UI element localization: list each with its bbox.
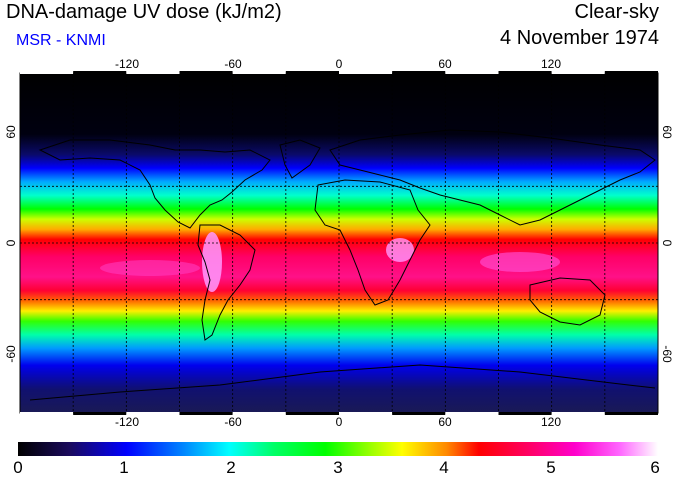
frame-segment-bottom — [232, 412, 286, 415]
frame-segment-bottom — [126, 412, 180, 415]
lon-tick-top-5: 120 — [541, 57, 561, 71]
colorbar — [18, 442, 658, 456]
colorbar-label-3: 3 — [333, 458, 343, 477]
north-america-coast — [38, 139, 271, 229]
frame-segment-bottom — [392, 412, 446, 415]
lon-tick-bottom-3: 0 — [336, 415, 343, 429]
frame-segment-bottom — [285, 412, 339, 415]
lon-tick-bottom-4: 60 — [438, 415, 452, 429]
antarctica-coast — [29, 364, 656, 401]
frame-segment-top — [232, 71, 286, 74]
colorbar-label-1: 1 — [119, 458, 129, 477]
colorbar-label-0: 0 — [13, 458, 23, 477]
australia-coast — [529, 277, 606, 326]
frame-segment-top — [20, 71, 74, 74]
sky-condition-label: Clear-sky — [574, 1, 659, 23]
frame-segment-top — [126, 71, 180, 74]
south-america-coast — [197, 224, 256, 341]
frame-segment-top — [73, 71, 127, 74]
frame-segments — [20, 71, 658, 415]
lon-tick-bottom-2: -60 — [224, 415, 242, 429]
date-label: 4 November 1974 — [500, 27, 659, 49]
map-title: DNA-damage UV dose (kJ/m2) — [6, 1, 282, 23]
frame-segment-bottom — [551, 412, 605, 415]
colorbar-label-4: 4 — [439, 458, 449, 477]
frame-segment-top — [445, 71, 499, 74]
eurasia-coast — [329, 129, 656, 226]
frame-segment-top — [498, 71, 552, 74]
colorbar-label-2: 2 — [226, 458, 236, 477]
lon-tick-top-3: 0 — [336, 57, 343, 71]
uv-hotspots — [100, 232, 560, 292]
lon-tick-bottom-5: 120 — [541, 415, 561, 429]
data-source-label: MSR - KNMI — [16, 32, 106, 49]
colorbar-label-6: 6 — [650, 458, 660, 477]
frame-segment-top — [392, 71, 446, 74]
greenland-coast — [279, 139, 321, 179]
lon-tick-bottom-1: -120 — [115, 415, 139, 429]
frame-segment-bottom — [445, 412, 499, 415]
coastlines — [29, 129, 656, 401]
frame-segment-bottom — [73, 412, 127, 415]
colorbar-label-5: 5 — [546, 458, 556, 477]
frame-segment-bottom — [604, 412, 658, 415]
frame-segment-top — [551, 71, 605, 74]
lat-tick-left-1: 60 — [4, 125, 18, 139]
frame-segment-top — [285, 71, 339, 74]
lon-tick-top-2: -60 — [224, 57, 242, 71]
lon-tick-top-4: 60 — [438, 57, 452, 71]
lat-tick-right-2: 0 — [660, 240, 674, 247]
frame-segment-bottom — [339, 412, 393, 415]
graticule — [20, 73, 658, 413]
lat-tick-left-2: 0 — [4, 239, 18, 246]
lat-tick-left-3: -60 — [4, 345, 18, 363]
frame-segment-top — [179, 71, 233, 74]
lon-tick-top-1: -120 — [115, 57, 139, 71]
frame-segment-bottom — [20, 412, 74, 415]
lat-tick-right-1: 60 — [660, 125, 674, 139]
frame-segment-bottom — [498, 412, 552, 415]
africa-coast — [314, 179, 431, 306]
lat-tick-right-3: -60 — [660, 345, 674, 363]
frame-segment-top — [339, 71, 393, 74]
frame-segment-top — [604, 71, 658, 74]
frame-segment-bottom — [179, 412, 233, 415]
